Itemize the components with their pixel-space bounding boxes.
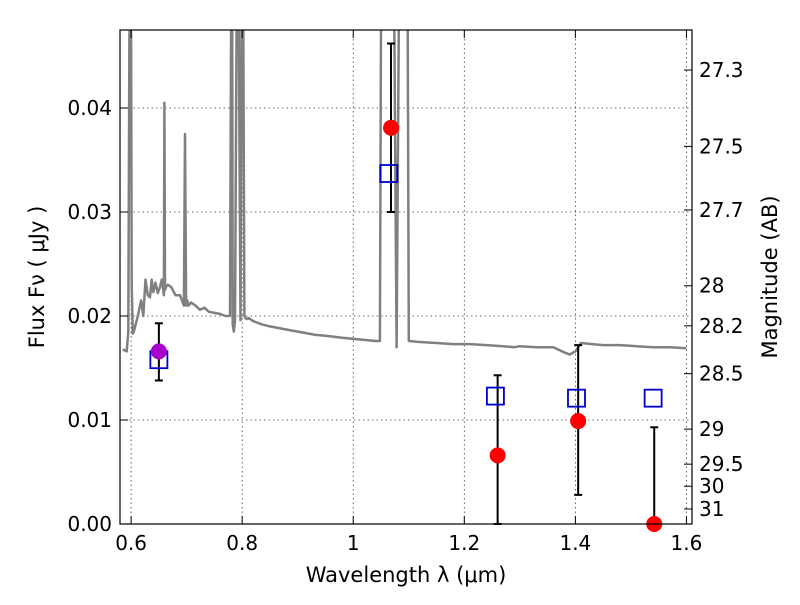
observed-photometry-point [150,343,167,360]
observed-photometry-layer [150,119,663,532]
magnitude-tick-label: 31 [699,497,724,521]
y-tick-label: 0.04 [67,96,112,120]
magnitude-tick-label: 27.3 [699,58,744,82]
x-tick-label: 0.6 [115,531,147,555]
model-photometry-point [567,388,586,408]
y-tick-label: 0.02 [67,304,112,328]
magnitude-tick-label: 27.7 [699,198,744,222]
magnitude-tick-label: 27.5 [699,134,744,158]
sed-model-line [122,30,687,356]
x-tick-label: 1.6 [671,531,703,555]
y2-axis-label: Magnitude (AB) [758,195,782,358]
x-tick-label: 1 [347,531,360,555]
y-axis-label: Flux Fν ( μJy ) [25,206,49,349]
y-tick-label: 0.01 [67,408,112,432]
model-photometry-point [643,388,663,408]
magnitude-tick-label: 29 [699,417,724,441]
x-tick-label: 1.4 [559,531,591,555]
observed-photometry-point [383,119,400,136]
magnitude-tick-label: 29.5 [699,452,744,476]
magnitude-tick-label: 28.2 [699,314,744,338]
magnitude-tick-label: 30 [699,474,724,498]
x-axis-label: Wavelength λ (μm) [306,563,507,587]
grid [120,30,692,525]
observed-photometry-point [489,447,506,464]
model-photometry-point [486,386,505,406]
sed-model-layer [122,30,687,356]
y-tick-label: 0.00 [67,512,112,536]
x-tick-label: 1.2 [448,531,480,555]
axis-ticks: 0.6 0.8 1 1.2 1.4 1.6 0.00 0.01 0.02 0.03 0.04 27.3… [67,30,744,555]
x-tick-label: 0.8 [226,531,258,555]
magnitude-tick-label: 28 [699,274,724,298]
model-photometry-point [379,164,399,183]
model-photometry-layer [149,164,663,408]
magnitude-tick-label: 28.5 [699,362,744,386]
y-tick-label: 0.03 [67,200,112,224]
plot-frame [119,29,693,525]
observed-photometry-point [570,413,587,430]
